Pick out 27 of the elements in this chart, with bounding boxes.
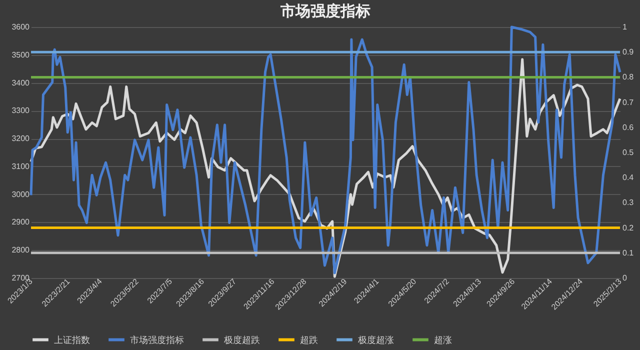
chart-title: 市场强度指标 xyxy=(280,2,370,20)
y-tick-label: 3200 xyxy=(12,134,30,144)
y2-tick-label: 0.2 xyxy=(622,223,634,232)
y2-tick-label: 0.6 xyxy=(622,122,634,132)
y2-tick-label: 0.3 xyxy=(622,198,634,208)
y-tick-label: 3100 xyxy=(12,162,30,171)
legend-label: 超跌 xyxy=(300,334,318,345)
legend-label: 市场强度指标 xyxy=(130,334,184,345)
y2-tick-label: 0.4 xyxy=(622,173,634,182)
legend-label: 极度超跌 xyxy=(223,334,260,345)
y2-tick-label: 0.5 xyxy=(622,148,634,157)
y-tick-label: 3300 xyxy=(12,106,30,116)
y2-tick-label: 0.1 xyxy=(622,248,634,258)
y2-tick-label: 1 xyxy=(622,22,628,32)
y-tick-label: 3400 xyxy=(12,78,30,88)
y2-tick-label: 0.7 xyxy=(622,98,634,107)
y-tick-label: 2900 xyxy=(12,218,30,227)
y-tick-label: 3000 xyxy=(12,190,30,199)
y-tick-label: 2800 xyxy=(12,246,30,255)
y-tick-label: 3600 xyxy=(12,22,30,32)
legend-label: 上证指数 xyxy=(54,334,90,345)
y2-tick-label: 0 xyxy=(622,274,628,282)
y2-tick-label: 0.8 xyxy=(622,72,634,82)
y2-tick-label: 0.9 xyxy=(622,48,634,57)
y-tick-label: 3500 xyxy=(12,50,30,60)
legend-label: 超涨 xyxy=(434,334,452,345)
legend-label: 极度超涨 xyxy=(357,334,394,345)
